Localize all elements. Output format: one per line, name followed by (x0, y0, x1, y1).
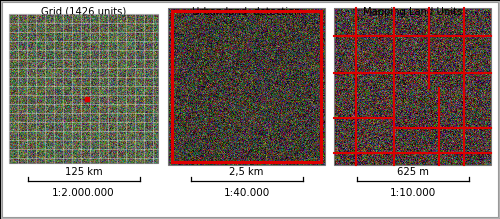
Bar (168, 8, 325, 165)
Bar (9, 14, 158, 163)
Text: Urban land  detection: Urban land detection (192, 7, 301, 17)
Text: 1:40.000: 1:40.000 (224, 188, 270, 198)
Text: 1:10.000: 1:10.000 (390, 188, 436, 198)
Bar (172, 11, 321, 162)
Text: Grid (1426 units): Grid (1426 units) (41, 7, 126, 17)
Text: Mapping Land Units: Mapping Land Units (363, 7, 462, 17)
Bar (334, 8, 491, 165)
Text: 1:2.000.000: 1:2.000.000 (52, 188, 115, 198)
Text: 625 m: 625 m (396, 167, 428, 177)
Text: 125 km: 125 km (64, 167, 102, 177)
Text: 2,5 km: 2,5 km (230, 167, 264, 177)
